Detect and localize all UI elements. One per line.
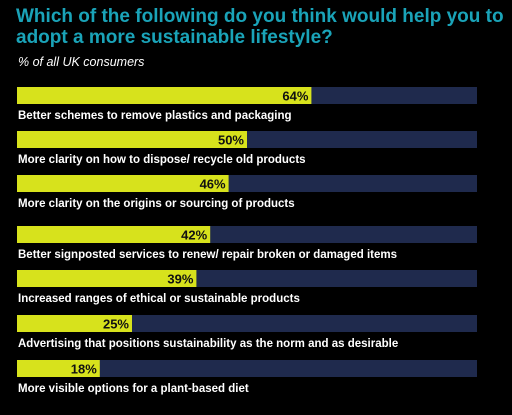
bar bbox=[17, 226, 211, 243]
category-label: Advertising that positions sustainabilit… bbox=[18, 338, 398, 350]
value-label: 42% bbox=[181, 228, 207, 243]
category-label: More clarity on the origins or sourcing … bbox=[18, 198, 295, 210]
category-label: More clarity on how to dispose/ recycle … bbox=[18, 154, 306, 166]
category-label: Increased ranges of ethical or sustainab… bbox=[18, 293, 300, 305]
value-label: 39% bbox=[167, 272, 193, 287]
bar bbox=[17, 270, 197, 287]
category-label: Better schemes to remove plastics and pa… bbox=[18, 110, 292, 122]
bar bbox=[17, 175, 229, 192]
bar bbox=[17, 131, 247, 148]
value-label: 50% bbox=[218, 133, 244, 148]
bar bbox=[17, 315, 132, 332]
bar bbox=[17, 360, 100, 377]
category-label: Better signposted services to renew/ rep… bbox=[18, 249, 397, 261]
value-label: 46% bbox=[200, 177, 226, 192]
value-label: 18% bbox=[71, 362, 97, 377]
value-label: 25% bbox=[103, 317, 129, 332]
bar-track bbox=[17, 360, 477, 377]
chart-subtitle: % of all UK consumers bbox=[18, 55, 145, 69]
bar bbox=[17, 87, 312, 104]
chart-title: Which of the following do you think woul… bbox=[16, 6, 504, 48]
category-label: More visible options for a plant-based d… bbox=[18, 383, 249, 395]
value-label: 64% bbox=[282, 89, 308, 104]
